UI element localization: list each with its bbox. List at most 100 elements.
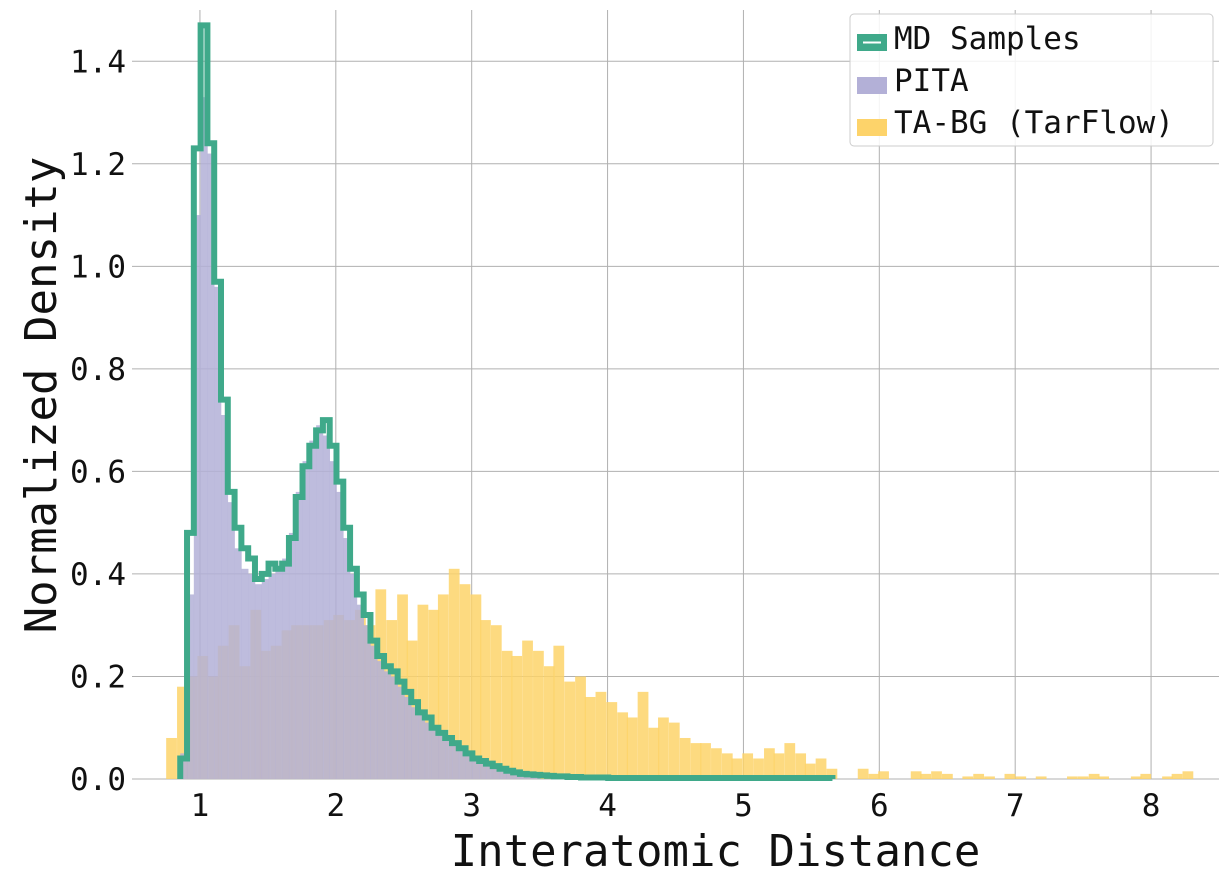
pita-bar [492, 766, 500, 779]
x-axis-ticks: 1 2 3 4 5 6 7 8 [191, 788, 1161, 824]
tabg-bar [868, 773, 880, 779]
tabg-bar [1162, 776, 1173, 779]
pita-bar [377, 661, 385, 779]
tabg-bar [648, 727, 660, 779]
tabg-bar [417, 604, 429, 779]
y-tick-label: 1.2 [70, 147, 126, 183]
pita-bar [411, 707, 419, 779]
tabg-bar [984, 776, 995, 779]
tabg-bar [721, 753, 733, 779]
y-tick-label: 1.0 [70, 249, 126, 285]
legend-entry-pita: PITA [894, 63, 969, 99]
tabg-bar [470, 594, 482, 779]
pita-bar [200, 97, 208, 780]
x-tick-label: 7 [1006, 788, 1025, 824]
legend-box [849, 13, 1214, 147]
x-axis-label: Interatomic Distance [451, 826, 981, 877]
tabg-bar [753, 758, 764, 779]
tabg-bar [617, 712, 629, 779]
pita-bar [343, 538, 351, 779]
tabg-bar [1182, 771, 1194, 779]
pita-bar [295, 491, 303, 779]
tabg-bar [480, 620, 491, 779]
tabg-bar [931, 771, 942, 779]
pita-bar [424, 722, 432, 779]
tabg-bar [533, 650, 544, 779]
y-tick-label: 0.4 [70, 557, 126, 593]
tabg-bar [764, 748, 775, 779]
tabg-bar [1077, 776, 1089, 779]
y-tick-label: 1.4 [70, 44, 126, 80]
tabg-bar [490, 625, 502, 779]
tabg-bar [1130, 776, 1142, 779]
x-tick-label: 4 [598, 788, 617, 824]
tabg-bar [1067, 776, 1078, 779]
tabg-bar [553, 645, 565, 779]
tabg-bar [857, 768, 869, 779]
pita-bar [384, 671, 392, 779]
pita-bar [302, 461, 310, 779]
pita-bar [322, 435, 330, 779]
pita-bar [513, 772, 521, 779]
y-axis-ticks: 0.0 0.2 0.4 0.6 0.8 1.0 1.2 1.4 [70, 44, 126, 798]
pita-bar [445, 737, 453, 779]
pita-bar [356, 604, 364, 779]
tabg-bar [543, 666, 555, 779]
pita-bar [390, 676, 398, 779]
tabg-bar [962, 776, 974, 779]
tabg-bar [1015, 776, 1027, 779]
pita-bar [214, 286, 222, 779]
pita-bar [350, 573, 358, 779]
pita-bar [193, 215, 201, 780]
pita-bar [309, 440, 317, 779]
x-tick-label: 6 [870, 788, 889, 824]
tabg-bar [711, 748, 722, 779]
pita-bar [451, 743, 460, 779]
series-pita-bars [180, 97, 541, 780]
pita-bar [431, 727, 439, 779]
tabg-bar [459, 584, 471, 779]
pita-bar [418, 712, 426, 779]
pita-bar [370, 645, 378, 779]
x-tick-label: 5 [734, 788, 753, 824]
x-tick-label: 8 [1142, 788, 1161, 824]
tabg-bar [437, 594, 449, 779]
tabg-bar [910, 771, 922, 779]
pita-bar [458, 748, 466, 779]
tabg-bar [742, 753, 754, 779]
tabg-bar [448, 568, 460, 779]
tabg-bar [1098, 776, 1110, 779]
pita-bar [404, 696, 412, 779]
tabg-bar [679, 737, 691, 779]
pita-bar [288, 532, 297, 779]
tabg-bar [626, 717, 638, 779]
y-tick-label: 0.8 [70, 352, 126, 388]
tabg-bar [942, 773, 953, 779]
tabg-bar [731, 758, 743, 779]
tabg-bar [1140, 773, 1152, 779]
legend: MD Samples PITA TA-BG (TarFlow) [849, 13, 1214, 147]
tabg-bar [575, 676, 586, 779]
series-md-samples-step-line [177, 22, 836, 781]
pita-bar [275, 568, 283, 779]
tabg-bar [595, 691, 607, 779]
tabg-bar [804, 763, 816, 779]
tabg-bar [584, 696, 596, 779]
tabg-bar [878, 771, 889, 779]
pita-bar [329, 461, 337, 779]
legend-swatch-tabg [857, 119, 887, 136]
tabg-bar [920, 773, 932, 779]
tabg-bar [826, 768, 838, 779]
legend-entry-tabg: TA-BG (TarFlow) [894, 105, 1174, 141]
pita-bar [187, 594, 195, 779]
pita-bar [316, 425, 324, 779]
pita-bar [485, 763, 494, 779]
y-tick-label: 0.2 [70, 659, 126, 695]
pita-bar [363, 625, 371, 779]
tabg-bar [637, 691, 649, 779]
pita-bar [472, 758, 480, 779]
tabg-bar [668, 722, 680, 779]
pita-bar [254, 584, 263, 779]
